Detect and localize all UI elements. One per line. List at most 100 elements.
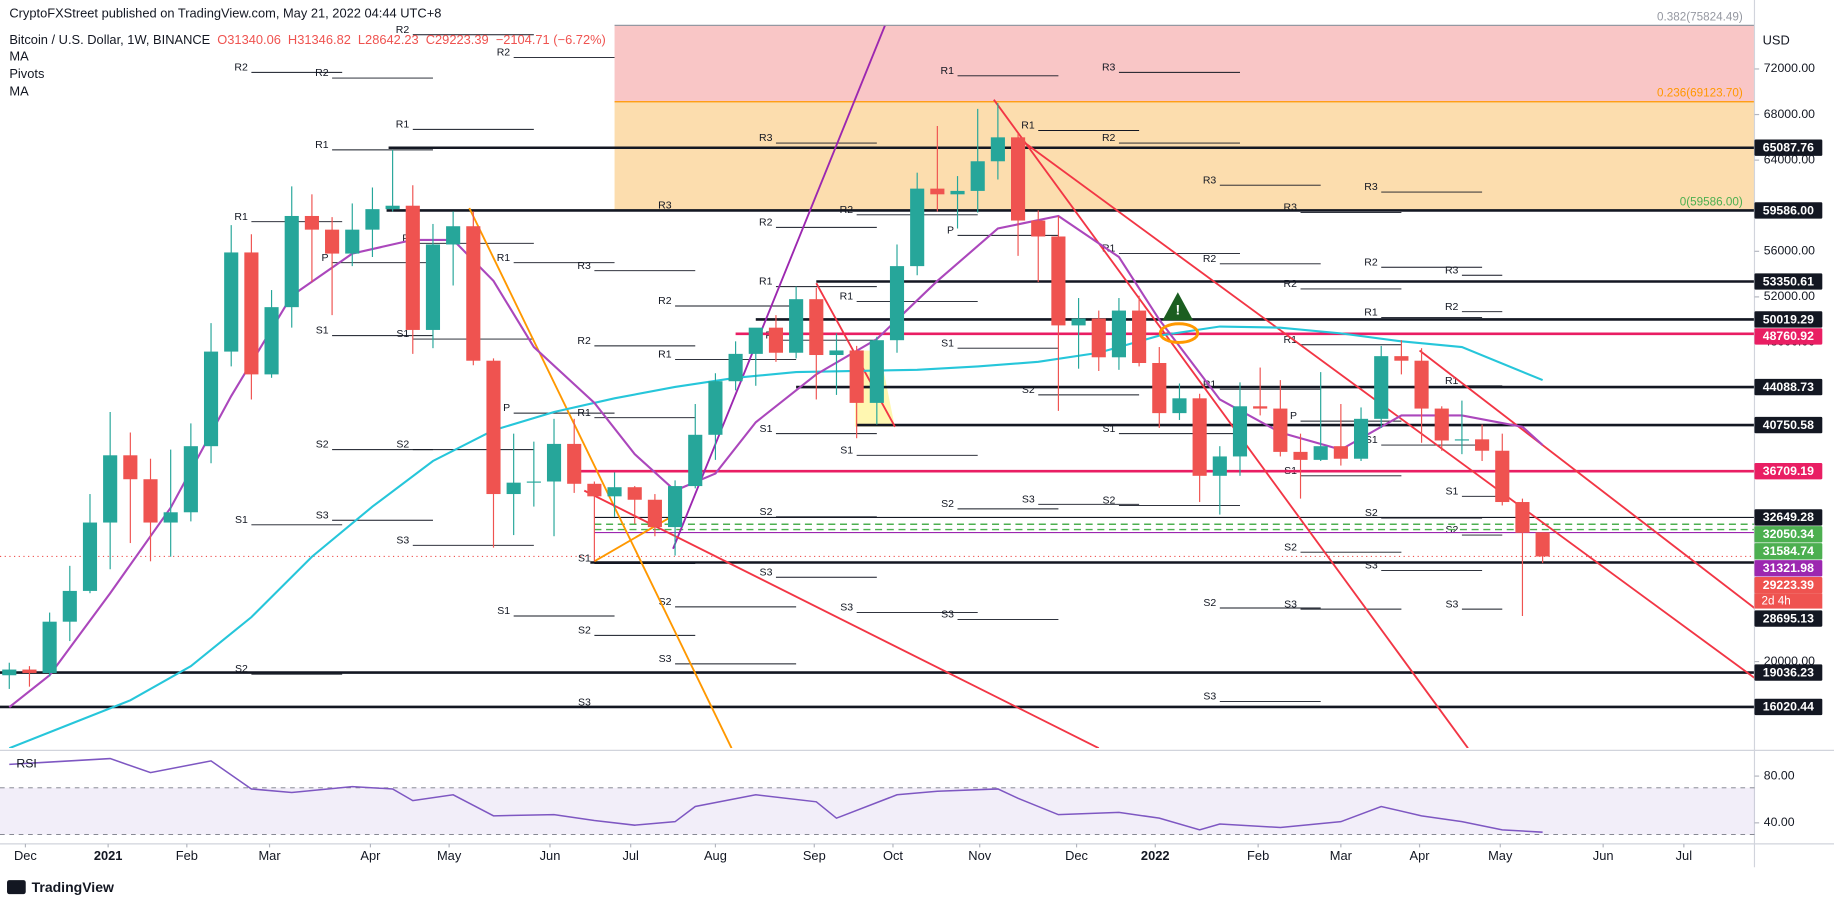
pivot-label: S2	[941, 498, 954, 510]
y-tick-label: 72000.00	[1764, 61, 1815, 75]
pivot-label: S2	[235, 663, 248, 675]
candle-body	[668, 486, 683, 528]
candle-body	[1232, 406, 1248, 457]
trendline	[993, 99, 1469, 749]
pivot-label: S1	[760, 423, 773, 435]
pivot-label: S3	[760, 566, 773, 578]
symbol-name: Bitcoin / U.S. Dollar, 1W, BINANCE	[9, 32, 210, 47]
candle-body	[748, 327, 763, 354]
trendline	[468, 207, 733, 749]
candle-body	[123, 455, 138, 480]
pivot-label: R3	[1445, 264, 1459, 276]
candle-body	[183, 446, 198, 513]
x-tick-label: 2021	[94, 848, 123, 863]
candle-body	[1111, 310, 1126, 358]
candle-body	[103, 455, 118, 523]
candle-body	[647, 499, 662, 528]
pivot-label: S2	[659, 596, 672, 608]
candle-body	[1353, 418, 1369, 459]
candle-body	[446, 226, 461, 245]
pivot-label: P	[1290, 410, 1297, 422]
price-label-box	[1754, 560, 1823, 577]
candle-body	[1192, 398, 1207, 476]
brand-logo	[7, 880, 26, 895]
candle-body	[365, 209, 380, 230]
pivot-label: S3	[578, 696, 591, 708]
pivot-label: S1	[578, 553, 591, 565]
candle-body	[325, 229, 340, 254]
pivot-label: R2	[1445, 301, 1459, 313]
candle-body	[1031, 220, 1046, 237]
highlight-ellipse	[1158, 322, 1200, 344]
price-label-box	[1754, 311, 1823, 328]
pivot-label: R2	[396, 24, 410, 36]
ohlc-value: O31340.06	[217, 32, 281, 47]
indicator-name: Pivots	[9, 66, 44, 81]
rsi-band	[0, 787, 1755, 835]
published-note: CryptoFXStreet published on TradingView.…	[9, 5, 441, 20]
symbol-title: Bitcoin / U.S. Dollar, 1W, BINANCE O31340…	[9, 32, 605, 47]
price-label-box	[1754, 462, 1823, 480]
pivot-label: S2	[1203, 597, 1216, 609]
pivot-label: S2	[760, 506, 773, 518]
pivot-label: S2	[1022, 384, 1035, 396]
candle-body	[1253, 406, 1268, 409]
ohlc-value: C29223.39	[426, 32, 489, 47]
price-label: 32649.28	[1763, 510, 1814, 524]
pivot-label: S3	[1022, 493, 1035, 505]
candle-body	[970, 161, 985, 191]
x-tick-label: Dec	[1065, 848, 1088, 863]
candle-body	[1333, 446, 1348, 459]
pivot-label: R2	[315, 67, 329, 79]
candle-body	[1394, 356, 1409, 361]
pivot-label: R2	[1203, 253, 1217, 265]
pivot-label: S3	[840, 602, 853, 614]
candle-body	[2, 669, 17, 676]
price-pane: 0.382(75824.49) 0.236(69123.70) 0(59586.00…	[614, 10, 1755, 212]
pivot-label: R2	[234, 61, 248, 73]
candle-body	[526, 481, 541, 483]
price-label-box	[1754, 202, 1823, 219]
candle-body	[1515, 502, 1530, 533]
pivot-label: R1	[315, 139, 329, 151]
pivot-label: S3	[659, 653, 672, 665]
x-tick-label: Apr	[1410, 848, 1431, 863]
candle-body	[1293, 451, 1308, 460]
candle-body	[1313, 446, 1328, 460]
price-label-box	[1754, 577, 1823, 594]
pivot-label: S1	[235, 514, 248, 526]
candle-body	[486, 360, 501, 495]
candle-body	[224, 252, 239, 352]
candle-body	[567, 443, 582, 484]
price-label-box	[1754, 509, 1823, 526]
fib-label: 0.236(69123.70)	[1657, 87, 1743, 100]
x-tick-label: Mar	[258, 848, 281, 863]
pivot-label: S2	[316, 439, 329, 451]
rsi-tick-label: 80.00	[1764, 768, 1795, 782]
pivot-label: R3	[1203, 174, 1217, 186]
x-tick-label: Nov	[968, 848, 991, 863]
candle-body	[163, 512, 178, 523]
pivot-label: S3	[1365, 560, 1378, 572]
candle-body	[62, 590, 77, 622]
fib-label: 0(59586.00)	[1680, 195, 1743, 208]
candle-body	[1132, 310, 1147, 363]
price-label-box	[1754, 664, 1823, 681]
candle-body	[264, 307, 279, 375]
price-drawings: R2 R1 S1 S2 R2 R1 P S1 S2 S3 R2 R1 P S1 S2 S3 R2 R1 P S1 R3 R…	[0, 24, 1755, 749]
fib-zone	[614, 101, 1755, 211]
candle-body	[930, 188, 945, 195]
y-tick-label: 68000.00	[1764, 107, 1815, 121]
pivot-label: S1	[941, 337, 954, 349]
candle-body	[405, 205, 420, 330]
candle-body	[1475, 439, 1490, 451]
x-tick-label: Apr	[360, 848, 381, 863]
y-tick-label: 20000.00	[1764, 654, 1815, 668]
pivot-label: R3	[577, 260, 591, 272]
candle-body	[728, 353, 743, 382]
candle-body	[1152, 362, 1167, 414]
trendline	[1418, 349, 1755, 609]
x-tick-label: May	[437, 848, 462, 863]
pivot-label: S1	[1365, 434, 1378, 446]
